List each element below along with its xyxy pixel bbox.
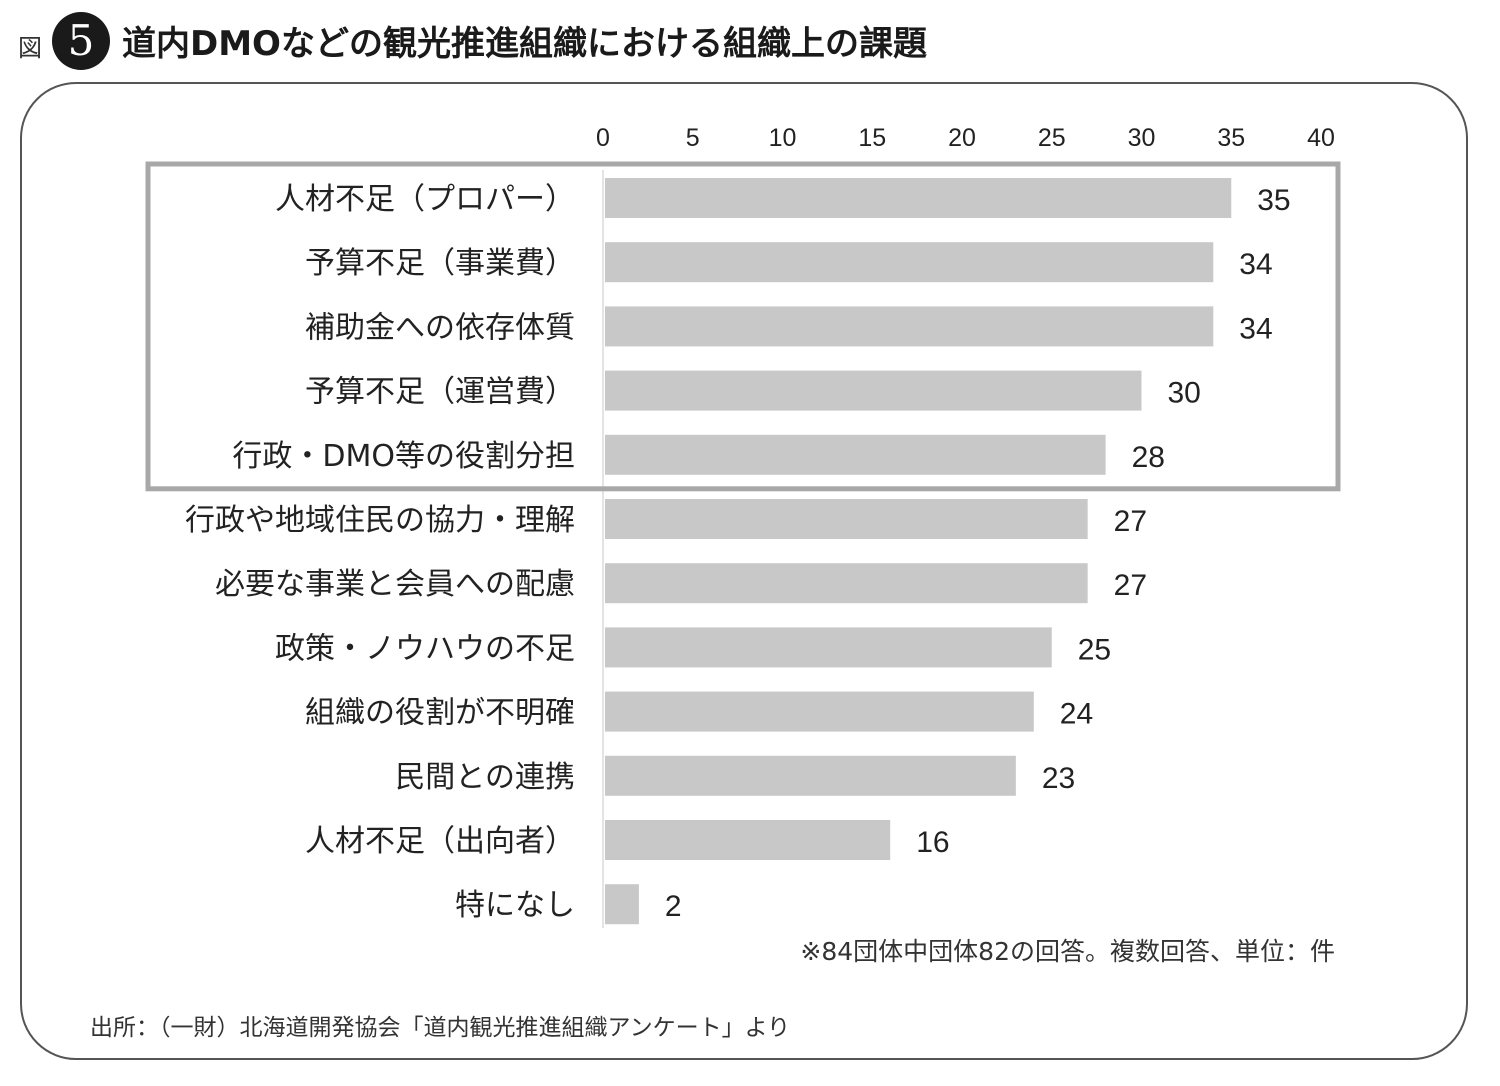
chart-note: ※84団体中団体82の回答。複数回答、単位：件 <box>800 937 1335 966</box>
x-tick-label: 15 <box>858 124 886 152</box>
value-label: 24 <box>1060 698 1093 731</box>
bar <box>605 434 1106 475</box>
figure-number-badge: 5 <box>52 12 110 70</box>
bar <box>605 242 1214 283</box>
value-label: 16 <box>916 826 949 859</box>
bar <box>605 755 1016 796</box>
x-tick-label: 10 <box>769 124 797 152</box>
category-label: 必要な事業と会員への配慮 <box>215 567 575 602</box>
category-label: 補助金への依存体質 <box>305 310 575 345</box>
bar <box>605 563 1088 604</box>
value-label: 23 <box>1042 762 1075 795</box>
bar <box>605 691 1034 732</box>
bar <box>605 499 1088 539</box>
figure-title: 道内DMOなどの観光推進組織における組織上の課題 <box>122 24 927 64</box>
bar <box>605 370 1142 411</box>
x-tick-label: 20 <box>948 124 976 152</box>
category-label: 行政や地域住民の協力・理解 <box>185 503 575 538</box>
category-label: 組織の役割が不明確 <box>305 696 575 731</box>
category-label: 人材不足（プロパー） <box>275 182 575 217</box>
x-tick-label: 30 <box>1128 124 1156 152</box>
value-label: 30 <box>1168 377 1201 410</box>
category-label: 行政・DMO等の役割分担 <box>232 439 575 474</box>
x-tick-label: 25 <box>1038 124 1066 152</box>
x-tick-label: 40 <box>1307 124 1335 152</box>
value-label: 27 <box>1114 505 1147 538</box>
value-label: 35 <box>1257 184 1290 217</box>
chart-panel <box>20 82 1468 1060</box>
bar <box>605 306 1214 347</box>
bar <box>605 884 639 925</box>
value-label: 2 <box>665 890 682 923</box>
source-note: 出所：（一財）北海道開発協会「道内観光推進組織アンケート」より <box>90 1015 791 1041</box>
x-tick-label: 5 <box>686 124 700 152</box>
category-label: 予算不足（運営費） <box>305 375 575 410</box>
category-label: 人材不足（出向者） <box>305 824 575 859</box>
value-label: 34 <box>1239 312 1272 345</box>
value-label: 27 <box>1114 569 1147 602</box>
category-label: 特になし <box>455 888 575 923</box>
highlight-box <box>145 161 1341 492</box>
bar <box>605 178 1232 218</box>
category-label: 政策・ノウハウの不足 <box>275 631 575 666</box>
x-tick-label: 0 <box>596 124 610 152</box>
value-label: 25 <box>1078 633 1111 666</box>
bar <box>605 820 891 860</box>
figure-prefix: 図 <box>18 34 42 62</box>
value-label: 28 <box>1132 441 1165 474</box>
bar <box>605 627 1052 668</box>
value-label: 34 <box>1239 248 1272 281</box>
x-tick-label: 35 <box>1217 124 1245 152</box>
category-label: 民間との連携 <box>395 760 575 795</box>
category-label: 予算不足（事業費） <box>305 246 575 281</box>
